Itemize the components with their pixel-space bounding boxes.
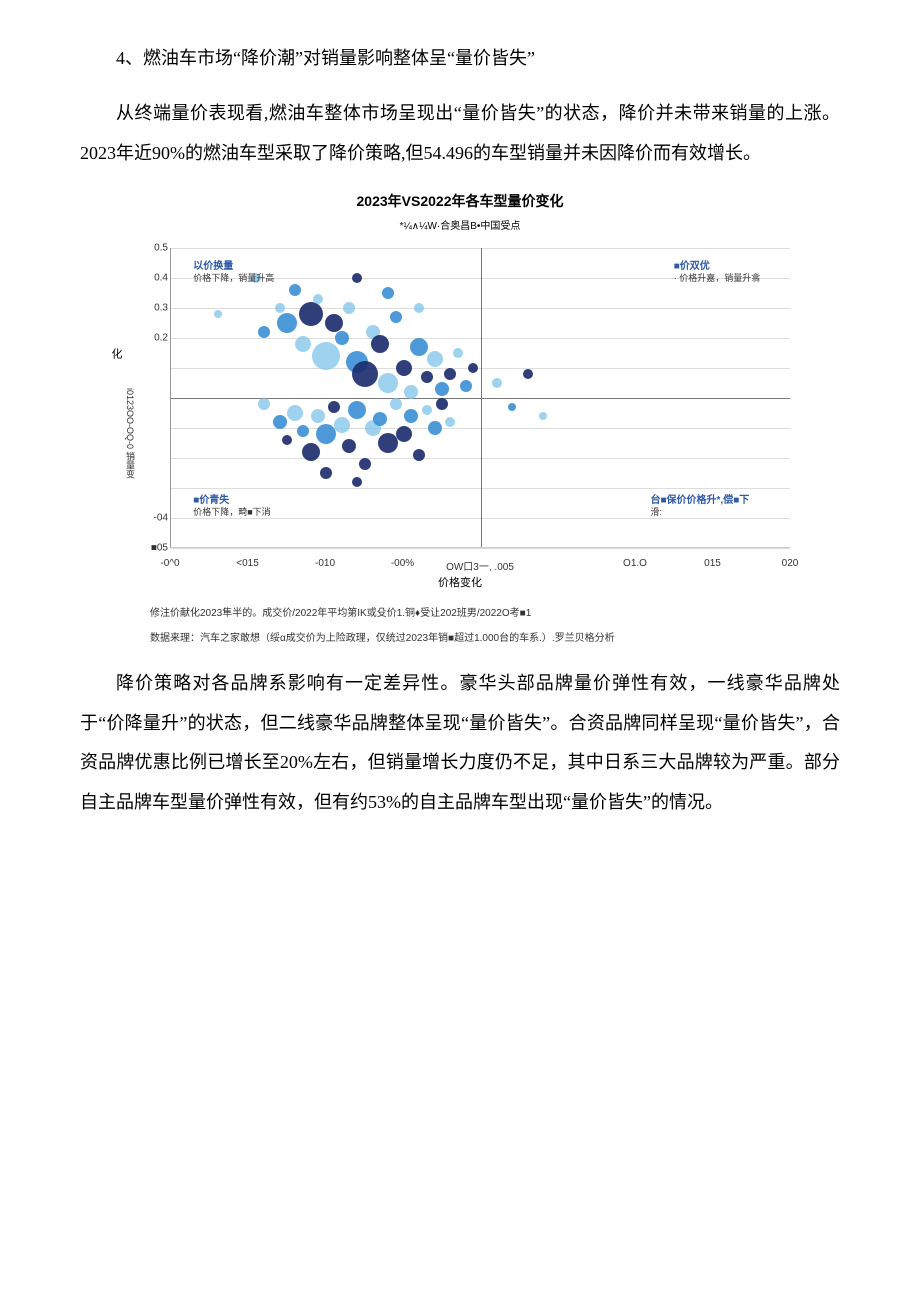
quadrant-label: ■价双优· 价格升嘉，销量升翕 — [674, 260, 761, 285]
data-point — [378, 373, 398, 393]
data-point — [382, 287, 394, 299]
data-point — [414, 303, 424, 313]
data-point — [436, 398, 448, 410]
data-point — [413, 449, 425, 461]
chart-subtitle: *¼∧¼W·合奥昌B•中国受点 — [90, 217, 830, 232]
data-point — [313, 294, 323, 304]
y-axis-label: 化 — [108, 348, 124, 359]
data-point — [302, 443, 320, 461]
data-point — [352, 361, 378, 387]
y-tick-label: 0.2 — [140, 333, 168, 344]
x-tick-label: OW口3一, .005 — [446, 558, 514, 573]
y-tick-label: 0.5 — [140, 243, 168, 254]
data-point — [390, 398, 402, 410]
x-tick-label: 020 — [782, 558, 799, 569]
data-point — [428, 421, 442, 435]
x-tick-label: <015 — [236, 558, 259, 569]
data-point — [396, 360, 412, 376]
data-point — [325, 314, 343, 332]
data-point — [352, 273, 362, 283]
data-point — [422, 405, 432, 415]
paragraph-1: 从终端量价表现看,燃油车整体市场呈现出“量价皆失”的状态，降价并未带来销量的上涨… — [80, 94, 840, 173]
quadrant-label: 台■保价价格升*,偿■下滑: — [651, 494, 750, 519]
scatter-chart: 化 i0123OO-OQ-0 销量变 价格变化 ■05 -04 0.2 0.3 0.4 0… — [90, 238, 830, 598]
data-point — [396, 426, 412, 442]
data-point — [275, 303, 285, 313]
data-point — [453, 348, 463, 358]
data-point — [343, 302, 355, 314]
data-point — [460, 380, 472, 392]
data-point — [335, 331, 349, 345]
y-tick-label: -04 — [140, 513, 168, 524]
y-axis-label-extra: i0123OO-OQ-0 销量变 — [124, 388, 137, 479]
y-tick-label: 0.3 — [140, 303, 168, 314]
data-point — [328, 401, 340, 413]
data-point — [312, 342, 340, 370]
data-point — [404, 385, 418, 399]
data-point — [348, 401, 366, 419]
x-axis-label: 价格变化 — [438, 574, 482, 590]
data-point — [444, 368, 456, 380]
data-point — [334, 417, 350, 433]
data-point — [468, 363, 478, 373]
x-tick-label: -0^0 — [160, 558, 179, 569]
x-tick-label: O1.O — [623, 558, 647, 569]
data-point — [299, 302, 323, 326]
data-point — [410, 338, 428, 356]
data-point — [492, 378, 502, 388]
data-point — [277, 313, 297, 333]
data-point — [421, 371, 433, 383]
data-point — [289, 284, 301, 296]
data-point — [297, 425, 309, 437]
chart-container: 2023年VS2022年各车型量价变化 *¼∧¼W·合奥昌B•中国受点 化 i0… — [90, 191, 830, 644]
quadrant-label: 以价换量价格下降，销量升高 — [193, 260, 274, 285]
data-point — [311, 409, 325, 423]
data-point — [359, 458, 371, 470]
data-point — [445, 417, 455, 427]
y-tick-label: 0.4 — [140, 273, 168, 284]
data-point — [373, 412, 387, 426]
quadrant-label: ■价青失价格下降，畸■下消 — [193, 494, 270, 519]
data-point — [427, 351, 443, 367]
data-point — [320, 467, 332, 479]
data-point — [342, 439, 356, 453]
section-heading: 4、燃油车市场“降价潮”对销量影响整体呈“量价皆失” — [80, 40, 840, 76]
y-tick-label: ■05 — [140, 543, 168, 554]
data-point — [508, 403, 516, 411]
data-point — [214, 310, 222, 318]
x-tick-label: -010 — [315, 558, 335, 569]
data-point — [523, 369, 533, 379]
data-point — [352, 477, 362, 487]
chart-title: 2023年VS2022年各车型量价变化 — [90, 191, 830, 211]
data-point — [287, 405, 303, 421]
data-point — [435, 382, 449, 396]
data-point — [258, 398, 270, 410]
data-point — [539, 412, 547, 420]
paragraph-2: 降价策略对各品牌系影响有一定差异性。豪华头部品牌量价弹性有效，一线豪华品牌处于“… — [80, 664, 840, 822]
data-point — [273, 415, 287, 429]
data-point — [282, 435, 292, 445]
x-tick-label: -00% — [391, 558, 414, 569]
data-point — [371, 335, 389, 353]
data-point — [404, 409, 418, 423]
chart-source: 数据来理：汽车之家敢想（绥α成交价为上险政理，仅统过2023年销■超过1.000… — [150, 629, 830, 644]
data-point — [258, 326, 270, 338]
x-tick-label: 015 — [704, 558, 721, 569]
chart-footnote: 修注价献化2023隼半的。成交价/2022年平均第IK或殳价1.铜♦受让202班… — [150, 604, 830, 619]
data-point — [295, 336, 311, 352]
data-point — [390, 311, 402, 323]
